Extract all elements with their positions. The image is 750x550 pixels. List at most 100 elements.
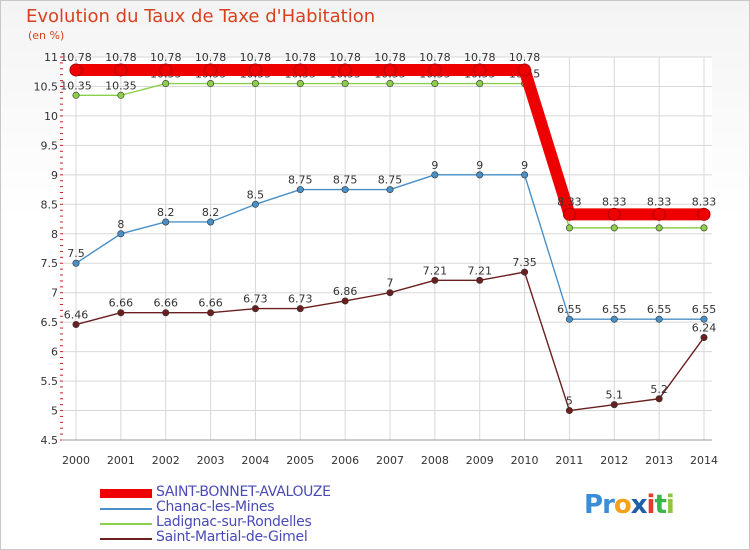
x-tick-label: 2007 (376, 454, 404, 467)
legend-swatch (100, 508, 152, 510)
data-point (476, 171, 484, 179)
data-point (655, 395, 663, 403)
x-tick-label: 2008 (421, 454, 449, 467)
data-label: 6.55 (692, 303, 717, 316)
data-point (565, 315, 573, 323)
data-label: 8.33 (647, 195, 672, 208)
data-point (117, 309, 125, 317)
data-point (251, 80, 259, 88)
logo-letter: i (665, 490, 675, 520)
y-tick-label: 10.5 (34, 80, 59, 93)
data-point (338, 63, 352, 77)
data-label: 10.78 (105, 51, 137, 64)
data-label: 8.2 (157, 206, 175, 219)
data-point (700, 315, 708, 323)
data-point (655, 224, 663, 232)
data-point (697, 207, 711, 221)
data-label: 6.66 (153, 297, 178, 310)
data-point (162, 309, 170, 317)
y-tick-label: 8 (51, 228, 58, 241)
logo-letter: t (654, 490, 666, 520)
data-label: 6.46 (64, 309, 89, 322)
y-tick-label: 4.5 (41, 434, 59, 447)
data-point (386, 186, 394, 194)
data-label: 10.78 (419, 51, 451, 64)
legend-label: Saint-Martial-de-Gimel (156, 529, 308, 545)
data-point (296, 186, 304, 194)
x-tick-label: 2012 (600, 454, 628, 467)
data-label: 6.73 (243, 293, 268, 306)
data-point (386, 289, 394, 297)
data-label: 10.78 (329, 51, 361, 64)
x-tick-label: 2000 (62, 454, 90, 467)
data-label: 10.78 (195, 51, 227, 64)
data-label: 6.66 (198, 297, 223, 310)
data-label: 8.75 (333, 174, 358, 187)
x-tick-label: 2014 (690, 454, 718, 467)
data-point (162, 80, 170, 88)
data-label: 5.1 (606, 389, 624, 402)
data-label: 7.21 (467, 264, 492, 277)
data-label: 10.35 (105, 79, 137, 92)
data-point (207, 80, 215, 88)
y-tick-label: 7 (51, 287, 58, 300)
x-tick-label: 2013 (645, 454, 673, 467)
data-label: 10.78 (285, 51, 317, 64)
logo-letter: r (602, 490, 615, 520)
data-point (114, 63, 128, 77)
data-point (610, 315, 618, 323)
data-label: 8.33 (692, 195, 717, 208)
y-tick-label: 7.5 (41, 257, 59, 270)
data-point (700, 333, 708, 341)
data-label: 6.66 (109, 297, 134, 310)
data-point (117, 230, 125, 238)
data-label: 6.73 (288, 293, 313, 306)
data-point (69, 63, 83, 77)
data-point (655, 315, 663, 323)
data-label: 6.86 (333, 285, 358, 298)
y-tick-label: 5.5 (41, 375, 59, 388)
data-label: 10.35 (60, 79, 92, 92)
data-label: 6.55 (602, 303, 627, 316)
data-label: 8.33 (557, 195, 582, 208)
y-tick-label: 6 (51, 346, 58, 359)
data-label: 8 (117, 218, 124, 231)
legend-swatch (100, 538, 152, 540)
data-point (518, 63, 532, 77)
data-point (521, 268, 529, 276)
data-point (476, 80, 484, 88)
data-point (431, 80, 439, 88)
logo-letter: o (613, 490, 632, 520)
data-label: 10.78 (374, 51, 406, 64)
data-label: 7 (386, 277, 393, 290)
data-point (341, 297, 349, 305)
x-tick-label: 2004 (241, 454, 269, 467)
legend-label: SAINT-BONNET-AVALOUZE (156, 484, 331, 500)
data-label: 8.33 (602, 195, 627, 208)
x-tick-label: 2010 (511, 454, 539, 467)
data-label: 6.55 (557, 303, 582, 316)
legend-swatch (100, 489, 152, 498)
data-point (248, 63, 262, 77)
data-point (72, 259, 80, 267)
data-label: 10.78 (509, 51, 541, 64)
y-tick-label: 9.5 (41, 139, 59, 152)
data-point (117, 91, 125, 99)
x-tick-label: 2003 (197, 454, 225, 467)
data-point (251, 200, 259, 208)
y-tick-label: 9 (51, 169, 58, 182)
legend-swatch (100, 523, 152, 525)
data-label: 7.21 (423, 264, 448, 277)
data-point (607, 207, 621, 221)
data-point (207, 309, 215, 317)
data-point (204, 63, 218, 77)
legend-label: Chanac-les-Mines (156, 499, 275, 515)
y-tick-label: 10 (44, 110, 58, 123)
data-point (162, 218, 170, 226)
plot-area (62, 57, 712, 440)
data-point (383, 63, 397, 77)
data-label: 7.5 (67, 247, 85, 260)
data-point (72, 321, 80, 329)
x-tick-label: 2011 (555, 454, 583, 467)
x-tick-label: 2001 (107, 454, 135, 467)
